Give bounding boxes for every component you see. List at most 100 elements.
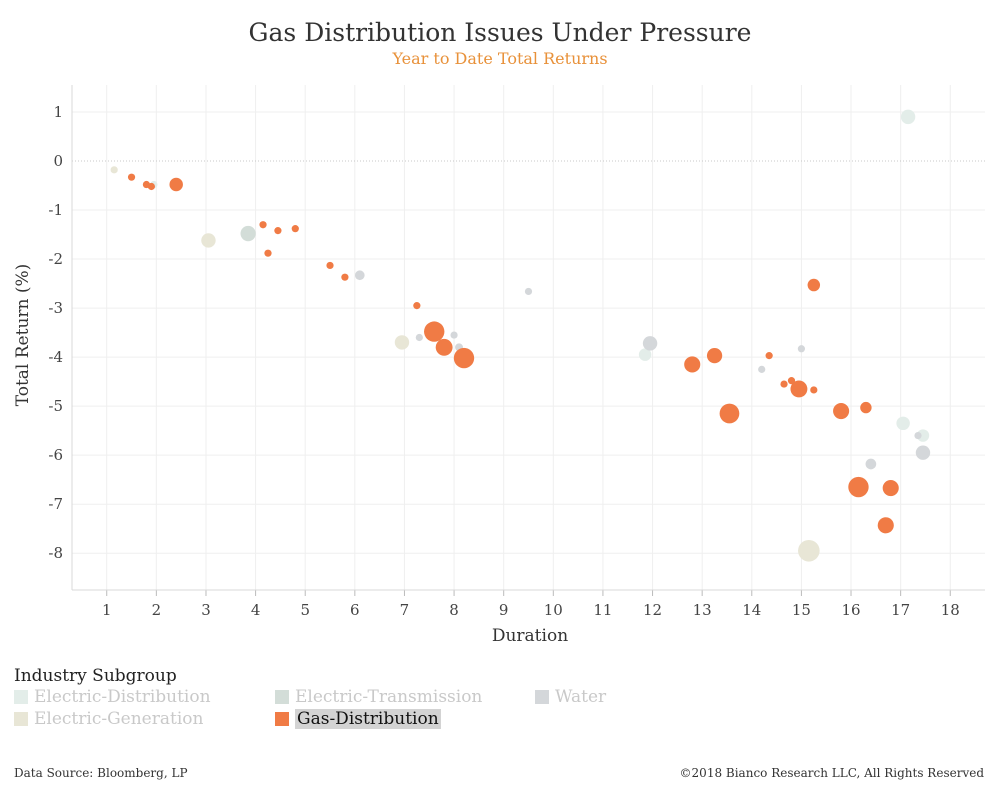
legend-label: Electric-Generation	[34, 709, 204, 729]
x-tick-label: 17	[891, 601, 910, 619]
point-water	[915, 445, 931, 460]
point-gas-distribution	[787, 377, 796, 385]
point-gas-distribution	[860, 401, 872, 414]
point-gas-distribution	[127, 173, 136, 181]
x-tick-label: 11	[593, 601, 612, 619]
x-tick-label: 16	[841, 601, 860, 619]
y-tick-label: 1	[53, 103, 63, 121]
point-electric-generation	[201, 233, 216, 248]
legend-item-gas-distribution[interactable]: Gas-Distribution	[275, 708, 441, 730]
point-gas-distribution	[780, 380, 788, 388]
x-tick-label: 2	[152, 601, 162, 619]
x-axis-title: Duration	[491, 626, 569, 646]
x-tick-label: 10	[544, 601, 563, 619]
y-tick-label: -4	[48, 348, 63, 366]
point-electric-transmission	[240, 225, 256, 242]
point-gas-distribution	[833, 402, 850, 420]
y-tick-label: 0	[53, 152, 63, 170]
x-tick-label: 6	[350, 601, 360, 619]
point-gas-distribution	[291, 225, 299, 233]
grid	[72, 85, 985, 590]
legend-item-electric-distribution[interactable]: Electric-Distribution	[14, 686, 211, 708]
chart-title: Gas Distribution Issues Under Pressure	[248, 18, 752, 47]
y-tick-label: -2	[48, 250, 63, 268]
point-electric-generation	[110, 166, 118, 174]
legend-title: Industry Subgroup	[14, 666, 177, 686]
axes: 1 2 3 4 5 6 7 8 9 10 11 12 13 14 15 16 17 1810-1-2-3-4-5-…	[48, 85, 985, 619]
data-source-note: Data Source: Bloomberg, LP	[14, 766, 188, 780]
point-gas-distribution	[765, 352, 773, 360]
point-water	[642, 336, 658, 351]
point-gas-distribution	[453, 347, 475, 369]
x-tick-label: 7	[400, 601, 410, 619]
legend-label: Gas-Distribution	[295, 709, 441, 729]
x-tick-label: 14	[742, 601, 761, 619]
point-gas-distribution	[341, 273, 349, 281]
y-tick-label: -7	[48, 495, 63, 513]
point-gas-distribution	[807, 278, 821, 292]
point-gas-distribution	[684, 356, 701, 373]
x-tick-label: 3	[201, 601, 211, 619]
point-gas-distribution	[424, 321, 445, 342]
y-axis-title: Total Return (%)	[13, 263, 33, 407]
point-water	[450, 331, 458, 339]
x-tick-label: 1	[102, 601, 112, 619]
y-tick-label: -1	[48, 201, 63, 219]
point-water	[524, 287, 533, 296]
x-tick-label: 4	[251, 601, 261, 619]
x-tick-label: 18	[941, 601, 960, 619]
point-water	[354, 270, 365, 281]
legend-item-electric-transmission[interactable]: Electric-Transmission	[275, 686, 482, 708]
point-electric-distribution	[896, 416, 910, 431]
legend-swatch	[535, 690, 549, 704]
y-tick-label: -8	[48, 544, 63, 562]
point-gas-distribution	[810, 386, 818, 394]
point-gas-distribution	[274, 227, 282, 235]
point-gas-distribution	[264, 249, 272, 257]
y-tick-label: -3	[48, 299, 63, 317]
point-water	[797, 345, 806, 353]
data-points	[110, 109, 931, 562]
legend-swatch	[275, 690, 289, 704]
point-gas-distribution	[790, 380, 808, 398]
point-electric-distribution	[900, 109, 916, 125]
point-electric-distribution	[638, 348, 652, 361]
point-gas-distribution	[259, 221, 267, 229]
legend-label: Water	[555, 687, 607, 707]
point-gas-distribution	[435, 338, 453, 356]
legend-label: Electric-Distribution	[34, 687, 211, 707]
point-gas-distribution	[147, 182, 155, 191]
scatter-plot: 1 2 3 4 5 6 7 8 9 10 11 12 13 14 15 16 17 1810-1-2-3-4-5-…	[48, 85, 985, 619]
legend-swatch	[14, 690, 28, 704]
point-electric-generation	[394, 335, 410, 350]
legend-label: Electric-Transmission	[295, 687, 483, 707]
point-gas-distribution	[877, 517, 894, 534]
legend-swatch	[14, 712, 28, 726]
point-gas-distribution	[326, 261, 334, 270]
x-tick-label: 9	[499, 601, 509, 619]
point-water	[758, 365, 766, 373]
point-water	[415, 333, 423, 342]
x-tick-label: 8	[449, 601, 459, 619]
point-gas-distribution	[719, 403, 740, 424]
point-electric-generation	[798, 539, 820, 562]
point-water	[914, 431, 922, 440]
point-electric-distribution	[916, 429, 930, 442]
x-tick-label: 15	[792, 601, 811, 619]
copyright-note: ©2018 Bianco Research LLC, All Rights Re…	[679, 766, 984, 780]
point-gas-distribution	[882, 479, 899, 497]
y-tick-label: -6	[48, 446, 63, 464]
x-tick-label: 12	[643, 601, 662, 619]
point-water	[865, 458, 877, 470]
x-tick-label: 13	[693, 601, 712, 619]
x-tick-label: 5	[300, 601, 310, 619]
chart-subtitle: Year to Date Total Returns	[392, 49, 608, 68]
point-gas-distribution	[169, 177, 183, 192]
point-gas-distribution	[706, 348, 723, 364]
legend-item-electric-generation[interactable]: Electric-Generation	[14, 708, 203, 730]
legend-item-water[interactable]: Water	[535, 686, 606, 708]
point-gas-distribution	[848, 476, 869, 498]
legend-swatch	[275, 712, 289, 726]
point-gas-distribution	[413, 302, 421, 310]
y-tick-label: -5	[48, 397, 63, 415]
